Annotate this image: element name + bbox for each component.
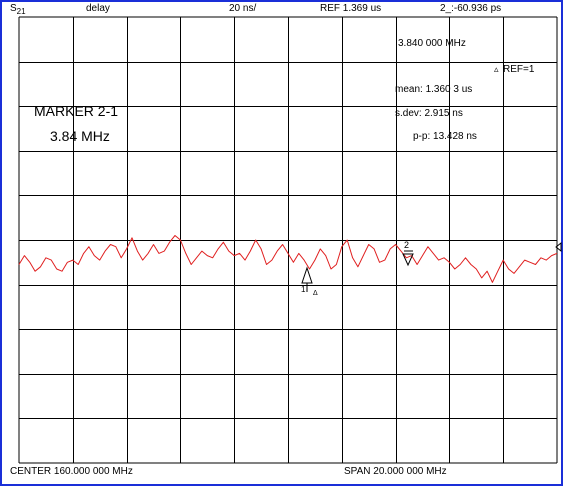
graticule bbox=[18, 16, 558, 464]
ref-marker-1-delta: Δ bbox=[313, 290, 318, 297]
center-frequency-label: CENTER 160.000 000 MHz bbox=[10, 466, 133, 477]
marker-value: 3.84 MHz bbox=[50, 128, 110, 144]
parameter-label: S21 bbox=[10, 3, 26, 16]
marker-frequency-readout: 3.840 000 MHz bbox=[398, 38, 466, 49]
ref-marker-1-label: 1 bbox=[301, 285, 306, 294]
delta-marker-2[interactable]: 2 bbox=[402, 240, 414, 267]
scale-label: 20 ns/ bbox=[229, 3, 257, 14]
ref-marker-glyph: ▵ bbox=[494, 64, 499, 74]
marker-2-label: 2 bbox=[404, 240, 409, 250]
reference-marker-1[interactable]: 1 Δ bbox=[301, 266, 318, 297]
format-label: delay bbox=[86, 3, 110, 14]
marker-delta-readout: 2_:-60.936 ps bbox=[440, 3, 502, 14]
mean-readout: mean: 1.360 3 us bbox=[395, 84, 472, 95]
trace-layer bbox=[18, 235, 558, 283]
sdev-readout: s.dev: 2.915 ns bbox=[395, 108, 463, 119]
delay-trace-1 bbox=[18, 235, 558, 283]
reference-level-pointer bbox=[555, 241, 562, 253]
peak-to-peak-readout: p-p: 13.428 ns bbox=[413, 131, 477, 142]
marker-title: MARKER 2-1 bbox=[34, 103, 118, 119]
ref-marker-label: REF=1 bbox=[503, 64, 535, 75]
span-label: SPAN 20.000 000 MHz bbox=[344, 466, 447, 477]
reference-label: REF 1.369 us bbox=[320, 3, 382, 14]
